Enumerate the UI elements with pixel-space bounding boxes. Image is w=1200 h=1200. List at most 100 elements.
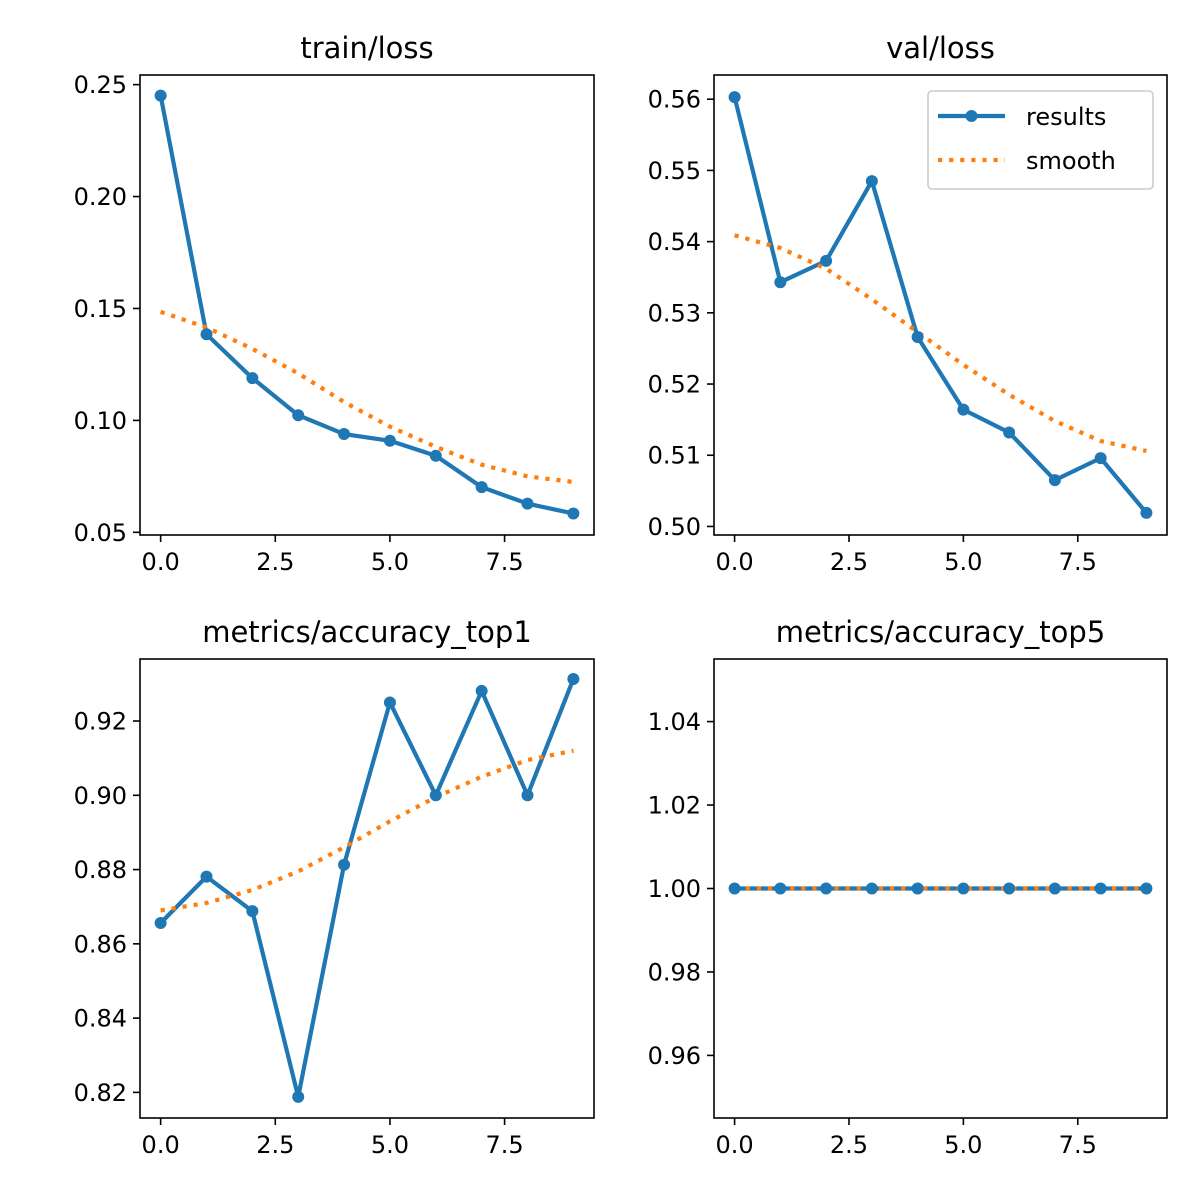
x-tick-label: 2.5 (830, 1131, 868, 1159)
legend-label-smooth: smooth (1026, 147, 1116, 175)
x-tick-label: 5.0 (371, 1131, 409, 1159)
plot-data (154, 89, 580, 520)
results-point (246, 372, 259, 385)
results-point (820, 254, 833, 267)
results-point (1094, 882, 1107, 895)
x-tick-label: 5.0 (944, 548, 982, 576)
series-smooth-line (160, 748, 574, 913)
results-point (338, 858, 351, 871)
y-tick-label: 0.90 (74, 782, 127, 810)
results-point (911, 882, 924, 895)
x-tick-label: 0.0 (142, 1131, 180, 1159)
results-point (200, 870, 213, 883)
y-tick-label: 0.05 (74, 519, 127, 547)
results-point (521, 497, 534, 510)
x-tick-label: 5.0 (371, 548, 409, 576)
results-point (1003, 882, 1016, 895)
y-tick-label: 1.04 (648, 708, 701, 736)
results-point (429, 789, 442, 802)
results-point (246, 905, 259, 918)
y-tick-label: 0.52 (648, 371, 701, 399)
y-tick-label: 0.82 (74, 1079, 127, 1107)
results-point (957, 882, 970, 895)
results-point (292, 409, 305, 422)
results-point (957, 403, 970, 416)
y-tick-label: 0.88 (74, 856, 127, 884)
x-tick-label: 7.5 (1059, 548, 1097, 576)
results-point (1094, 452, 1107, 465)
results-point (383, 696, 396, 709)
legend-results-marker (965, 110, 978, 122)
results-point (865, 175, 878, 188)
x-tick-label: 2.5 (830, 548, 868, 576)
results-point (567, 507, 580, 520)
y-tick-label: 0.25 (74, 71, 127, 99)
results-point (200, 328, 213, 341)
panel-title: train/loss (300, 31, 433, 65)
results-point (774, 882, 787, 895)
results-point (1140, 506, 1153, 519)
axes-frame (713, 74, 1168, 536)
results-point (429, 449, 442, 462)
series-results-line (157, 676, 577, 1099)
y-tick-label: 0.15 (74, 295, 127, 323)
y-tick-label: 0.10 (74, 407, 127, 435)
panel-title: metrics/accuracy_top1 (202, 615, 532, 649)
results-point (475, 481, 488, 494)
y-tick-label: 0.98 (648, 958, 701, 986)
axes-frame (139, 74, 595, 536)
plot-data (728, 91, 1153, 519)
x-tick-label: 7.5 (485, 548, 523, 576)
panel-1: train/loss 0.0 2.5 5.0 7.5 0.05 0.10 0.15 0.20 0.… (74, 31, 595, 576)
y-tick-label: 0.86 (74, 930, 127, 958)
legend: results smooth (927, 90, 1154, 190)
results-point (154, 89, 167, 102)
results-point (1140, 882, 1153, 895)
results-point (292, 1090, 305, 1103)
y-tick-label: 0.51 (648, 442, 701, 470)
plot-data (154, 673, 580, 1103)
y-tick-label: 0.56 (648, 86, 701, 114)
panel-2: val/loss 0.0 2.5 5.0 7.5 0.50 0.51 0.52 0.53 0.54… (648, 31, 1168, 576)
legend-label-results: results (1026, 103, 1106, 131)
results-point (1048, 474, 1061, 487)
panel-4: metrics/accuracy_top5 0.0 2.5 5.0 7.5 0.96 0.9… (648, 615, 1168, 1159)
y-tick-label: 1.00 (648, 875, 701, 903)
x-tick-label: 2.5 (256, 1131, 294, 1159)
x-tick-label: 7.5 (1059, 1131, 1097, 1159)
y-tick-label: 0.54 (648, 228, 701, 256)
panel-3: metrics/accuracy_top1 0.0 2.5 5.0 7.5 0.82 0.8… (74, 615, 595, 1159)
x-tick-label: 0.0 (716, 548, 754, 576)
results-point (820, 882, 833, 895)
y-tick-label: 0.50 (648, 513, 701, 541)
results-point (728, 91, 741, 104)
x-tick-label: 7.5 (485, 1131, 523, 1159)
series-results-line (732, 94, 1150, 516)
x-tick-label: 0.0 (716, 1131, 754, 1159)
results-point (383, 434, 396, 447)
results-point (1048, 882, 1061, 895)
y-tick-label: 0.92 (74, 708, 127, 736)
results-point (338, 428, 351, 441)
y-tick-label: 1.02 (648, 792, 701, 820)
panel-title: val/loss (886, 31, 995, 65)
y-tick-label: 0.84 (74, 1005, 127, 1033)
results-point (1003, 426, 1016, 439)
series-smooth-line (159, 309, 574, 485)
y-tick-label: 0.96 (648, 1042, 701, 1070)
results-point (475, 684, 488, 697)
x-tick-label: 0.0 (142, 548, 180, 576)
results-point (774, 276, 787, 289)
results-point (567, 673, 580, 686)
results-point (521, 789, 534, 802)
results-point (728, 882, 741, 895)
results-point (865, 882, 878, 895)
axes-frame (139, 658, 595, 1119)
y-tick-label: 0.55 (648, 157, 701, 185)
axes-frame (713, 658, 1168, 1119)
results-point (911, 331, 924, 344)
x-tick-label: 2.5 (256, 548, 294, 576)
y-tick-label: 0.53 (648, 299, 701, 327)
y-tick-label: 0.20 (74, 183, 127, 211)
